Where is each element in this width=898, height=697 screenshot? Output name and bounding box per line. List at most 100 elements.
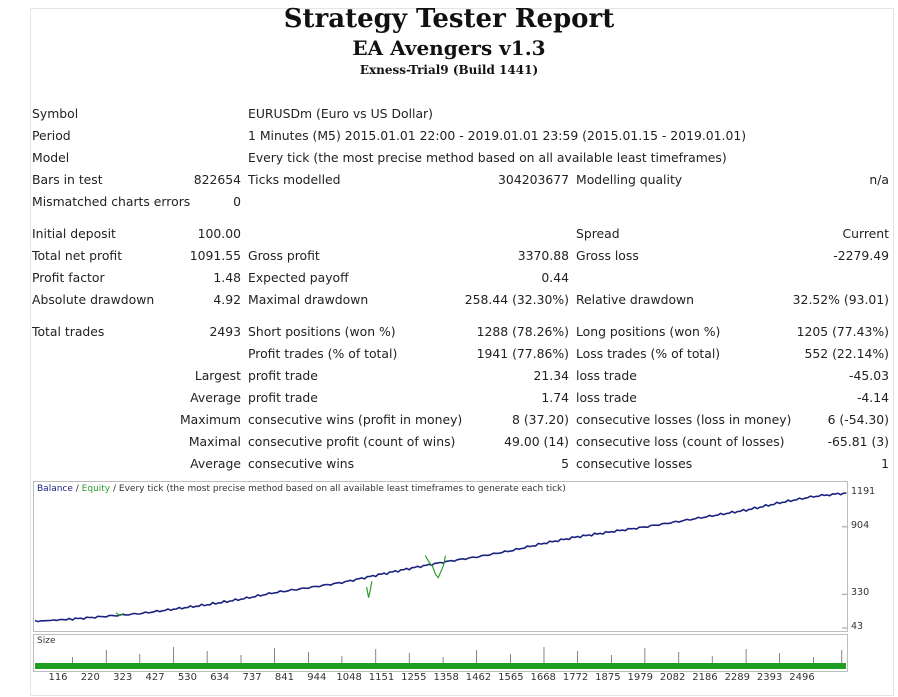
account-info: Exness-Trial9 (Build 1441): [359, 63, 539, 77]
size-label: Size: [37, 636, 56, 646]
row-profit-trades: Profit trades (% of total) 1941 (77.86%)…: [0, 346, 898, 366]
x-tick-label: 530: [177, 672, 197, 683]
row-average: Average profit trade 1.74 loss trade -4.…: [0, 390, 898, 410]
loss-trades-value: 552 (22.14%): [804, 346, 889, 361]
balance-chart: Balance / Equity / Every tick (the most …: [33, 481, 848, 632]
y-tick-label: 1191: [851, 486, 876, 498]
legend-balance: Balance: [37, 484, 73, 494]
row-average-consecutive: Average consecutive wins 5 consecutive l…: [0, 456, 898, 476]
deposit-label: Initial deposit: [32, 226, 116, 241]
x-tick-label: 2289: [724, 672, 751, 683]
row-largest: Largest profit trade 21.34 loss trade -4…: [0, 368, 898, 388]
x-tick-label: 427: [145, 672, 165, 683]
maximal-drawdown-value: 258.44 (32.30%): [464, 292, 569, 307]
max-consecutive-profit-value: 49.00 (14): [504, 434, 569, 449]
x-tick-label: 2186: [692, 672, 718, 683]
x-tick-label: 1151: [368, 672, 395, 683]
loss-trades-label: Loss trades (% of total): [576, 346, 721, 361]
bars-value: 822654: [193, 172, 241, 187]
largest-loss-value: -45.03: [849, 368, 889, 383]
x-tick-label: 1255: [401, 672, 427, 683]
quality-label: Modelling quality: [576, 172, 683, 187]
avg-consecutive-wins-label: consecutive wins: [248, 456, 355, 471]
long-positions-label: Long positions (won %): [576, 324, 721, 339]
relative-drawdown-value: 32.52% (93.01): [792, 292, 889, 307]
legend-separator: /: [72, 484, 82, 494]
y-tick-label: 330: [851, 587, 870, 599]
row-mismatch: Mismatched charts errors 0: [0, 194, 898, 214]
balance-chart-svg: [34, 492, 847, 629]
x-tick-label: 1462: [465, 672, 492, 683]
short-positions-value: 1288 (78.26%): [476, 324, 569, 339]
expert-name: EA Avengers v1.3: [352, 36, 546, 60]
gross-profit-label: Gross profit: [248, 248, 320, 263]
report-title: Strategy Tester Report: [283, 4, 615, 34]
maximal-word: Maximal: [188, 434, 241, 449]
short-positions-label: Short positions (won %): [248, 324, 396, 339]
x-tick-label: 1358: [433, 672, 459, 683]
period-value: 1 Minutes (M5) 2015.01.01 22:00 - 2019.0…: [248, 128, 747, 143]
row-symbol: Symbol EURUSDm (Euro vs US Dollar): [0, 106, 898, 126]
absolute-drawdown-label: Absolute drawdown: [32, 292, 155, 307]
average-consecutive-word: Average: [190, 456, 241, 471]
mismatch-label: Mismatched charts errors: [32, 194, 191, 209]
x-tick-label: 323: [113, 672, 133, 683]
model-label: Model: [32, 150, 70, 165]
mismatch-value: 0: [233, 194, 241, 209]
row-period: Period 1 Minutes (M5) 2015.01.01 22:00 -…: [0, 128, 898, 148]
gross-profit-value: 3370.88: [517, 248, 569, 263]
profit-factor-label: Profit factor: [32, 270, 105, 285]
max-consecutive-loss-value: -65.81 (3): [827, 434, 889, 449]
largest-word: Largest: [194, 368, 241, 383]
row-net-profit: Total net profit 1091.55 Gross profit 33…: [0, 248, 898, 268]
profit-trades-value: 1941 (77.86%): [476, 346, 569, 361]
row-maximum: Maximum consecutive wins (profit in mone…: [0, 412, 898, 432]
avg-consecutive-losses-label: consecutive losses: [576, 456, 693, 471]
row-total-trades: Total trades 2493 Short positions (won %…: [0, 324, 898, 344]
gross-loss-value: -2279.49: [833, 248, 889, 263]
net-profit-value: 1091.55: [189, 248, 241, 263]
largest-profit-label: profit trade: [248, 368, 318, 383]
row-bars: Bars in test 822654 Ticks modelled 30420…: [0, 172, 898, 192]
profit-factor-value: 1.48: [213, 270, 241, 285]
max-consecutive-losses-label: consecutive losses (loss in money): [576, 412, 792, 427]
spread-label: Spread: [576, 226, 620, 241]
x-tick-label: 1048: [336, 672, 362, 683]
size-bar-base: [35, 663, 846, 669]
relative-drawdown-label: Relative drawdown: [576, 292, 695, 307]
row-model: Model Every tick (the most precise metho…: [0, 150, 898, 170]
x-tick-label: 116: [48, 672, 68, 683]
chart-legend: Balance / Equity / Every tick (the most …: [37, 484, 566, 494]
max-consecutive-losses-value: 6 (-54.30): [827, 412, 889, 427]
avg-consecutive-wins-value: 5: [561, 456, 569, 471]
ticks-label: Ticks modelled: [248, 172, 341, 187]
average-loss-label: loss trade: [576, 390, 637, 405]
symbol-label: Symbol: [32, 106, 79, 121]
long-positions-value: 1205 (77.43%): [796, 324, 889, 339]
spread-value: Current: [842, 226, 889, 241]
x-tick-label: 1979: [627, 672, 653, 683]
x-tick-label: 1565: [498, 672, 524, 683]
x-tick-label: 1772: [562, 672, 589, 683]
expected-payoff-value: 0.44: [541, 270, 569, 285]
maximal-drawdown-label: Maximal drawdown: [248, 292, 369, 307]
size-panel: Size: [33, 634, 848, 672]
symbol-value: EURUSDm (Euro vs US Dollar): [248, 106, 433, 121]
deposit-value: 100.00: [197, 226, 241, 241]
total-trades-label: Total trades: [32, 324, 105, 339]
avg-consecutive-losses-value: 1: [881, 456, 889, 471]
x-tick-label: 841: [274, 672, 294, 683]
x-tick-label: 2496: [789, 672, 815, 683]
legend-equity: Equity: [81, 484, 111, 494]
maximum-word: Maximum: [179, 412, 241, 427]
average-profit-value: 1.74: [541, 390, 569, 405]
largest-profit-value: 21.34: [533, 368, 569, 383]
max-consecutive-profit-label: consecutive profit (count of wins): [248, 434, 456, 449]
legend-model-description: / Every tick (the most precise method ba…: [110, 484, 566, 494]
x-tick-label: 1668: [530, 672, 556, 683]
model-value: Every tick (the most precise method base…: [248, 150, 727, 165]
expected-payoff-label: Expected payoff: [248, 270, 349, 285]
series-equity-line-2: [366, 581, 373, 598]
x-tick-label: 944: [307, 672, 327, 683]
absolute-drawdown-value: 4.92: [213, 292, 241, 307]
